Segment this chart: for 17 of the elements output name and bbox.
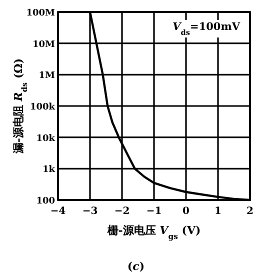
y-tick-label: 1M bbox=[38, 71, 56, 82]
x-axis-title: 栅-源电压 V$_{gs}$ (V) bbox=[106, 224, 201, 240]
x-tick-label: 2 bbox=[246, 206, 254, 217]
x-tick-label: 1 bbox=[214, 206, 222, 217]
text: (c) bbox=[127, 260, 145, 273]
x-tick-label: −3 bbox=[82, 206, 98, 217]
y-tick-label: 1k bbox=[42, 165, 56, 176]
x-tick-label: −1 bbox=[146, 206, 162, 217]
y-tick-label: 100 bbox=[36, 196, 55, 206]
x-tick-label: −4 bbox=[50, 206, 66, 217]
x-tick-label: 0 bbox=[182, 206, 190, 217]
y-tick-label: 100k bbox=[30, 102, 56, 112]
y-tick-label: 10k bbox=[36, 134, 56, 144]
annotation: V$_{ds}$=100mV bbox=[172, 21, 241, 36]
x-tick-label: −2 bbox=[114, 206, 130, 217]
y-tick-label: 100M bbox=[26, 8, 56, 18]
y-tick-label: 10M bbox=[32, 40, 56, 50]
